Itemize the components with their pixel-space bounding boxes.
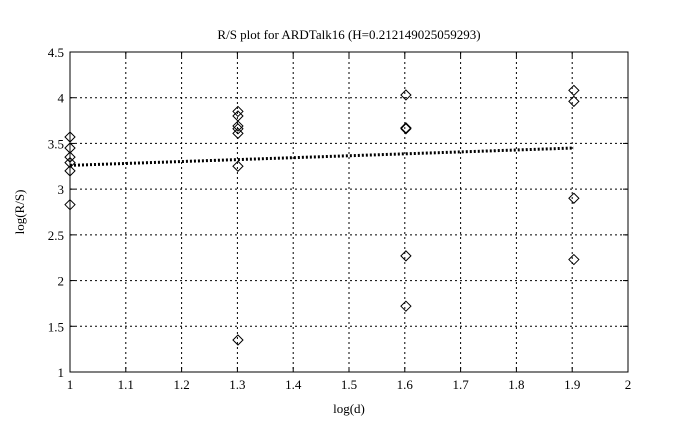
y-tick-label: 4.5 — [48, 45, 64, 60]
x-tick-label: 1.9 — [564, 377, 580, 392]
y-tick-label: 2 — [58, 274, 65, 289]
data-point-diamond — [400, 123, 412, 135]
y-tick-label: 3 — [58, 182, 65, 197]
x-tick-label: 1.4 — [285, 377, 302, 392]
x-tick-label: 1.7 — [452, 377, 469, 392]
x-tick-label: 2 — [625, 377, 632, 392]
y-tick-label: 1 — [58, 365, 65, 380]
data-point-diamond — [400, 250, 412, 262]
y-tick-label: 4 — [58, 91, 65, 106]
data-point-diamond — [400, 89, 412, 101]
chart-title: R/S plot for ARDTalk16 (H=0.212149025059… — [217, 27, 480, 42]
data-point-diamond — [400, 122, 412, 134]
x-tick-label: 1.2 — [173, 377, 189, 392]
x-axis-label: log(d) — [333, 401, 365, 416]
data-point-diamond — [400, 300, 412, 312]
x-tick-label: 1.8 — [508, 377, 524, 392]
data-point-diamond — [232, 160, 244, 172]
data-point-diamond — [232, 127, 244, 140]
y-tick-label: 1.5 — [48, 319, 64, 334]
data-point-diamond — [232, 334, 244, 346]
x-tick-label: 1 — [67, 377, 74, 392]
data-point-diamond — [232, 105, 244, 118]
data-point-diamond — [568, 253, 580, 266]
x-tick-label: 1.3 — [229, 377, 245, 392]
y-tick-label: 3.5 — [48, 136, 64, 151]
data-point-diamond — [232, 120, 244, 132]
x-tick-label: 1.6 — [397, 377, 414, 392]
fit-line — [69, 146, 574, 167]
x-tick-label: 1.1 — [118, 377, 134, 392]
data-point-diamond — [232, 123, 244, 135]
x-tick-label: 1.5 — [341, 377, 357, 392]
y-axis-label: log(R/S) — [12, 190, 27, 235]
y-tick-label: 2.5 — [48, 228, 64, 243]
data-point-diamond — [568, 84, 580, 97]
data-point-diamond — [568, 192, 580, 204]
plot-area-frame — [69, 51, 629, 373]
data-point-diamond — [568, 95, 580, 108]
